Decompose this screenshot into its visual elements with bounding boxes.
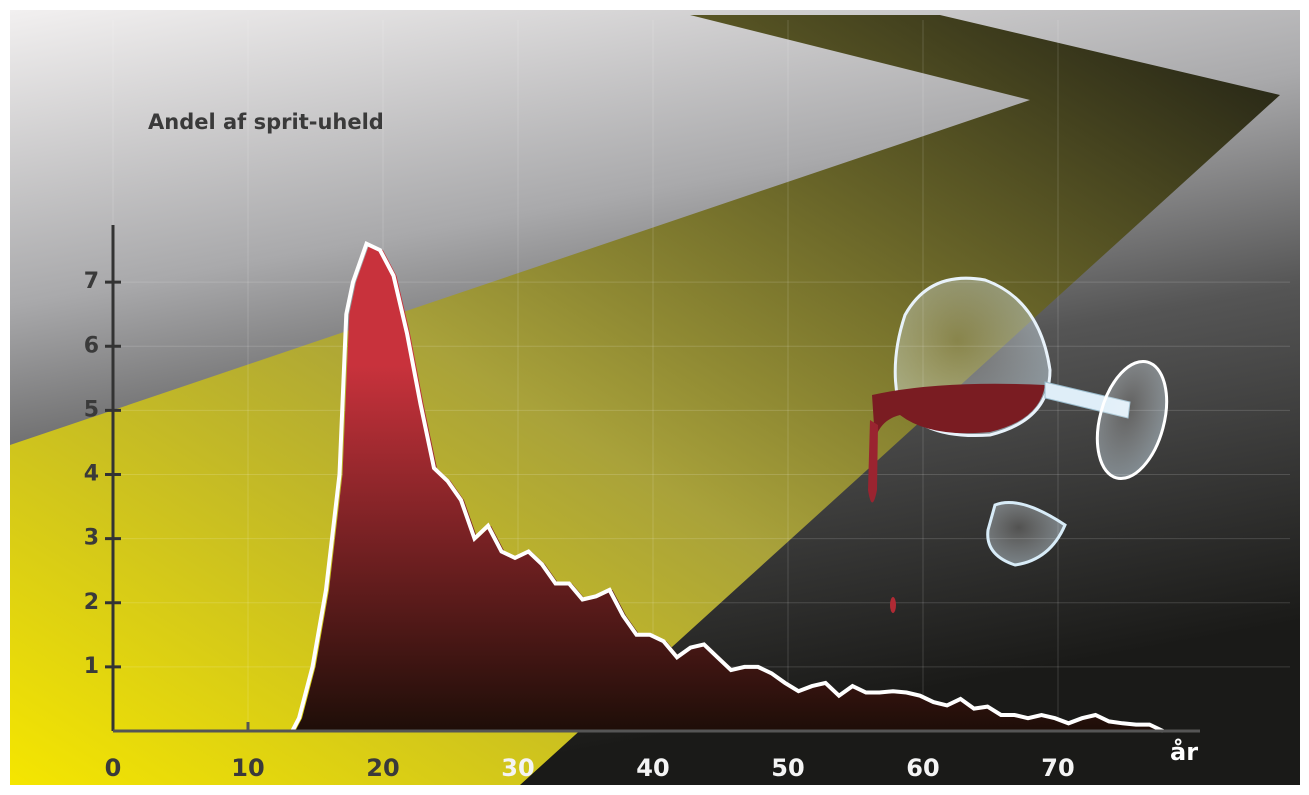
x-tick-label: 50 (771, 754, 804, 782)
y-tick-label: 4 (84, 462, 99, 487)
x-tick-label: 70 (1041, 754, 1074, 782)
y-tick-label: 3 (84, 526, 99, 551)
x-axis-label: år (1170, 737, 1198, 766)
y-tick-label: 6 (84, 333, 99, 358)
y-tick-label: 5 (84, 397, 99, 422)
x-tick-label: 0 (105, 754, 122, 782)
x-tick-label: 30 (501, 754, 534, 782)
y-tick-label: 1 (84, 654, 99, 679)
chart: 1234567010203040506070 Andel af sprit-uh… (0, 0, 1309, 791)
x-tick-label: 40 (636, 754, 669, 782)
chart-title: Andel af sprit-uheld (148, 110, 384, 134)
x-tick-label: 20 (366, 754, 399, 782)
x-tick-label: 10 (231, 754, 264, 782)
y-tick-label: 2 (84, 590, 99, 615)
x-tick-label: 60 (906, 754, 939, 782)
y-tick-label: 7 (84, 269, 99, 294)
